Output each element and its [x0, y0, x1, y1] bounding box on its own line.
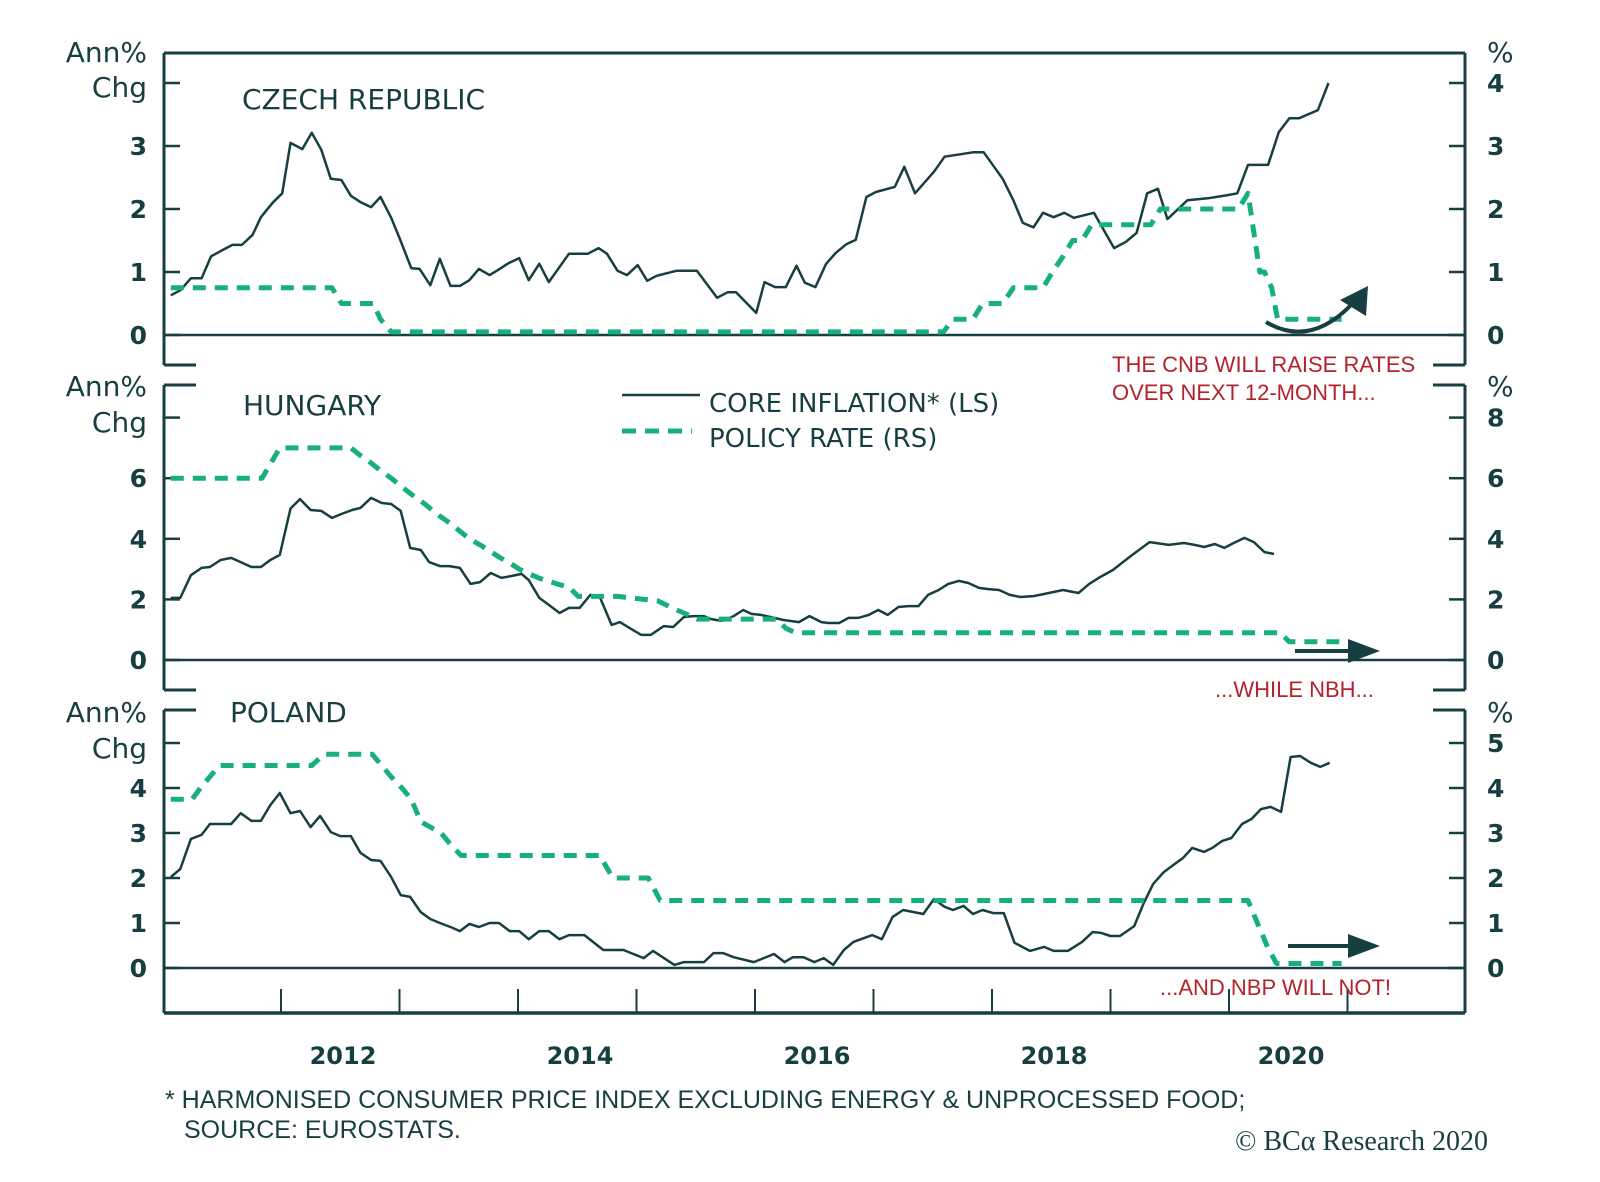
left-tick-label: 1 [130, 909, 147, 938]
left-tick-label: 3 [130, 819, 147, 848]
annotation-text: ...AND NBP WILL NOT! [1160, 975, 1391, 1000]
legend-label-core-inflation: CORE INFLATION* (LS) [709, 389, 999, 419]
x-tick-label: 2016 [784, 1042, 851, 1070]
panel-hungary: 0 2 4 6 0 2 4 6 8 Ann%Chg% HUNGARY ...WHILE NBH... [66, 370, 1514, 702]
panel-title: CZECH REPUBLIC [242, 83, 485, 116]
left-unit-label: Ann% [66, 696, 147, 729]
left-tick-label: 4 [130, 525, 147, 554]
x-tick-label: 2012 [310, 1042, 377, 1070]
right-tick-label: 0 [1487, 321, 1504, 350]
footnote-line-2: SOURCE: EUROSTATS. [184, 1116, 461, 1144]
x-tick-label: 2020 [1258, 1042, 1325, 1070]
left-tick-label: 0 [130, 646, 147, 675]
arrowhead-icon [1348, 639, 1380, 663]
left-tick-label: 1 [130, 258, 147, 287]
left-unit-label: Ann% [66, 36, 147, 69]
left-tick-label: 6 [130, 464, 147, 493]
x-tick-label: 2014 [547, 1042, 614, 1070]
annotation-text: THE CNB WILL RAISE RATES [1112, 352, 1415, 377]
arrowhead-icon [1348, 934, 1380, 958]
left-tick-label: 2 [130, 195, 147, 224]
legend: CORE INFLATION* (LS) POLICY RATE (RS) [622, 389, 999, 454]
left-tick-label: 4 [130, 774, 147, 803]
footnote-line-1: * HARMONISED CONSUMER PRICE INDEX EXCLUD… [165, 1086, 1245, 1114]
right-tick-label: 5 [1487, 729, 1504, 758]
copyright: © BCα Research 2020 [1235, 1126, 1488, 1157]
left-tick-label: 0 [130, 954, 147, 983]
curved-arrow-icon [1264, 302, 1354, 334]
x-axis-labels: 2012 2014 2016 2018 2020 [310, 1042, 1325, 1070]
right-tick-label: 0 [1487, 646, 1504, 675]
panel-title: POLAND [230, 696, 347, 729]
right-tick-label: 4 [1487, 69, 1504, 98]
left-unit-label: Chg [92, 732, 147, 765]
left-tick-label: 3 [130, 132, 147, 161]
right-unit-label: % [1487, 696, 1514, 729]
right-tick-label: 2 [1487, 195, 1504, 224]
right-tick-label: 4 [1487, 774, 1504, 803]
right-tick-label: 2 [1487, 585, 1504, 614]
core-inflation-line [170, 496, 1275, 637]
x-tick-label: 2018 [1021, 1042, 1088, 1070]
left-tick-label: 0 [130, 321, 147, 350]
left-tick-label: 2 [130, 585, 147, 614]
left-unit-label: Chg [92, 406, 147, 439]
right-tick-label: 8 [1487, 404, 1504, 433]
left-tick-label: 2 [130, 864, 147, 893]
policy-rate-line [170, 751, 1342, 966]
right-tick-label: 0 [1487, 954, 1504, 983]
core-inflation-line [169, 754, 1331, 967]
legend-label-policy-rate: POLICY RATE (RS) [709, 424, 937, 454]
right-tick-label: 3 [1487, 819, 1504, 848]
policy-rate-line [170, 190, 1342, 335]
right-tick-label: 4 [1487, 525, 1504, 554]
right-unit-label: % [1487, 370, 1514, 403]
panel-poland: 0 1 2 3 4 0 1 2 3 4 5 Ann%Chg% POLAND ...AND NBP WILL… [66, 696, 1514, 1015]
annotation-text: OVER NEXT 12-MONTH... [1112, 380, 1376, 405]
right-tick-label: 6 [1487, 464, 1504, 493]
left-unit-label: Ann% [66, 370, 147, 403]
right-tick-label: 1 [1487, 909, 1504, 938]
right-tick-label: 3 [1487, 132, 1504, 161]
left-unit-label: Chg [92, 71, 147, 104]
right-unit-label: % [1487, 36, 1514, 69]
right-tick-label: 2 [1487, 864, 1504, 893]
annotation-text: ...WHILE NBH... [1215, 677, 1374, 702]
panel-title: HUNGARY [243, 389, 382, 422]
core-inflation-line [170, 82, 1330, 315]
right-tick-label: 1 [1487, 258, 1504, 287]
arrowhead-icon [1340, 286, 1368, 316]
